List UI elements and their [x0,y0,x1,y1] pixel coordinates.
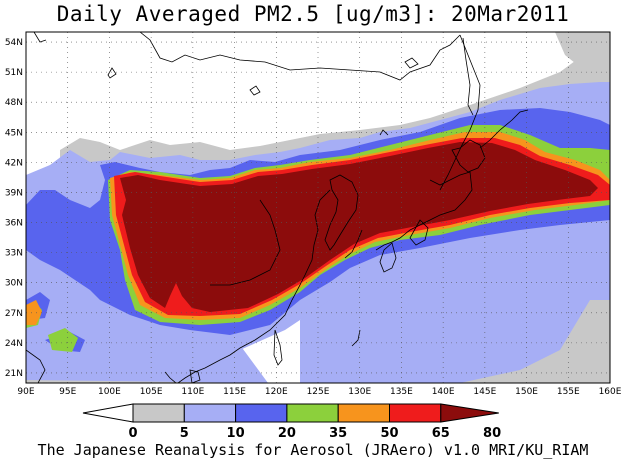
colorbar-label: 5 [180,426,189,441]
colorbar-left-arrow [82,403,134,423]
colorbar-segment [337,403,391,423]
colorbar-label: 35 [329,426,347,441]
colorbar-segment [183,403,237,423]
colorbar-segment [235,403,288,423]
lon-tick-label: 150E [515,387,538,397]
lon-tick-label: 95E [59,387,76,397]
lon-tick-label: 110E [181,387,204,397]
lon-tick-labels: 90E 95E 100E 105E 110E 115E 120E 125E 130E 135E 14… [17,387,621,397]
map-frame [25,31,611,384]
colorbar-segment [389,403,442,423]
colorbar: 0 5 10 20 35 50 65 80 [82,403,501,441]
credit-text: The Japanese Reanalysis for Aerosol (JRA… [37,441,589,459]
colorbar-label: 0 [128,426,137,441]
lon-tick-label: 125E [307,387,330,397]
lon-tick-label: 135E [390,387,413,397]
colorbar-right-arrow [440,403,499,423]
lat-tick-label: 30N [5,279,23,289]
gridlines [26,32,610,383]
lon-tick-label: 115E [223,387,246,397]
colorbar-label: 10 [227,426,245,441]
lat-tick-label: 48N [5,98,23,108]
colorbar-label: 20 [278,426,296,441]
colorbar-label: 50 [380,426,398,441]
lat-tick-label: 21N [5,369,23,379]
contour-dark-red [120,142,598,312]
lon-tick-label: 100E [98,387,121,397]
lat-tick-label: 33N [5,249,23,259]
lon-tick-label: 130E [348,387,371,397]
lat-tick-label: 36N [5,219,23,229]
lon-tick-label: 145E [473,387,496,397]
lon-tick-label: 160E [599,387,622,397]
lon-tick-label: 155E [557,387,580,397]
colorbar-segment [132,403,185,423]
lat-tick-label: 51N [5,68,23,78]
lat-tick-label: 39N [5,188,23,198]
lat-tick-label: 24N [5,339,23,349]
colorbar-segment [286,403,339,423]
lon-tick-label: 105E [140,387,163,397]
lon-tick-label: 120E [265,387,288,397]
lat-tick-labels: 54N 51N 48N 45N 42N 39N 36N 33N 30N 27N 24N 21N [5,38,23,379]
lat-tick-label: 27N [5,309,23,319]
lon-tick-label: 140E [432,387,455,397]
lat-tick-label: 42N [5,158,23,168]
colorbar-label: 80 [483,426,501,441]
lon-tick-label: 90E [17,387,34,397]
map-title: Daily Averaged PM2.5 [ug/m3]: 20Mar2011 [56,2,570,26]
colorbar-label: 65 [432,426,450,441]
lat-tick-label: 54N [5,38,23,48]
lat-tick-label: 45N [5,128,23,138]
